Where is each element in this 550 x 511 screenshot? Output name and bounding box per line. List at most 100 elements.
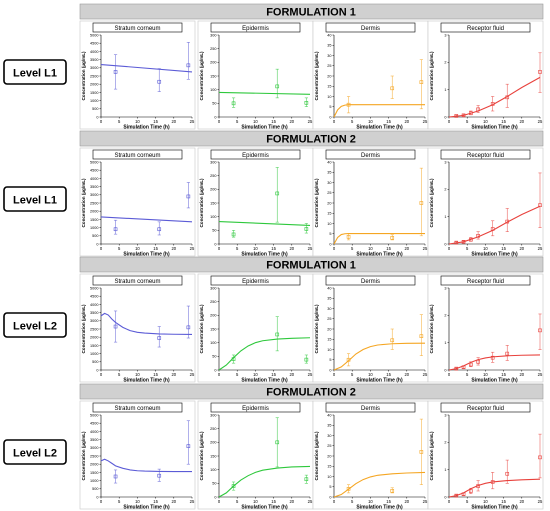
subplot-title-box xyxy=(92,275,183,286)
subplot-title: Dermis xyxy=(361,153,380,159)
x-tick-label: 10 xyxy=(253,499,258,504)
y-tick-label: 3000 xyxy=(90,446,98,450)
subplot-title: Stratum corneum xyxy=(114,153,160,159)
model-curve xyxy=(333,471,426,498)
y-tick-label: 3500 xyxy=(90,185,98,189)
level-box xyxy=(3,439,67,465)
y-tick-label: 10 xyxy=(327,222,331,226)
y-tick-label: 250 xyxy=(210,174,216,178)
x-tick-label: 5 xyxy=(466,246,469,251)
y-tick-label: 4500 xyxy=(90,295,98,299)
x-tick-label: 5 xyxy=(351,499,354,504)
observed-point xyxy=(490,480,495,484)
x-tick-label: 15 xyxy=(153,246,158,251)
observed-point xyxy=(490,355,495,360)
observed-point xyxy=(157,473,162,478)
x-axis-label: Simulation Time (h) xyxy=(356,505,403,511)
subplot-title: Epidermis xyxy=(242,26,269,32)
y-tick-label: 30 xyxy=(327,54,331,58)
y-axis-label: Concentration (µg/mL) xyxy=(199,431,204,481)
observed-point xyxy=(461,365,466,370)
subplot-title-box xyxy=(440,22,531,33)
x-tick-label: 0 xyxy=(218,246,221,251)
x-tick-label: 20 xyxy=(404,246,409,251)
y-tick-label: 1500 xyxy=(90,471,98,475)
x-tick-label: 25 xyxy=(190,246,195,251)
subplot-title-box xyxy=(325,402,416,413)
formulation-title: FORMULATION 1 xyxy=(266,260,356,272)
x-tick-label: 0 xyxy=(218,119,221,124)
y-axis-label: Concentration (µg/mL) xyxy=(199,178,204,228)
formulation-title: FORMULATION 2 xyxy=(266,387,356,399)
y-axis-label: Concentration (µg/mL) xyxy=(429,431,434,481)
x-tick-label: 20 xyxy=(404,372,409,377)
x-tick-label: 0 xyxy=(218,372,221,377)
subplot-title: Stratum corneum xyxy=(114,279,160,285)
y-tick-label: 2 xyxy=(444,441,446,445)
x-tick-label: 10 xyxy=(483,499,488,504)
y-tick-label: 0 xyxy=(214,495,216,499)
y-tick-label: 4500 xyxy=(90,42,98,46)
y-tick-label: 15 xyxy=(327,85,331,89)
subplot-dermis: Dermis 0 5 10 15 20 25 30 35 40 0 5 10 15 20 25 Simulati… xyxy=(312,20,429,131)
model-curve xyxy=(100,458,192,473)
x-axis-label: Simulation Time (h) xyxy=(241,378,288,384)
observed-point xyxy=(469,489,473,493)
observed-point xyxy=(454,366,459,371)
model-curve xyxy=(333,342,426,371)
observed-point xyxy=(476,484,480,488)
y-tick-label: 1500 xyxy=(90,218,98,222)
subplot-title: Receptor fluid xyxy=(467,279,504,285)
observed-point xyxy=(346,486,351,491)
x-tick-label: 20 xyxy=(171,246,176,251)
subplot-frame xyxy=(427,400,544,510)
x-tick-label: 5 xyxy=(236,499,239,504)
y-tick-label: 4000 xyxy=(90,50,98,54)
y-tick-label: 2500 xyxy=(90,74,98,78)
y-tick-label: 1000 xyxy=(90,352,98,356)
x-tick-label: 25 xyxy=(190,372,195,377)
y-tick-label: 300 xyxy=(210,413,216,417)
y-tick-label: 2000 xyxy=(90,83,98,87)
x-tick-label: 15 xyxy=(271,119,276,124)
observed-point xyxy=(113,227,118,232)
observed-point xyxy=(157,336,162,340)
y-tick-label: 20 xyxy=(327,201,331,205)
y-tick-label: 20 xyxy=(327,454,331,458)
model-curve xyxy=(448,354,541,371)
y-tick-label: 2500 xyxy=(90,327,98,331)
x-tick-label: 15 xyxy=(271,499,276,504)
subplot-title: Receptor fluid xyxy=(467,406,504,412)
x-tick-label: 25 xyxy=(423,119,428,124)
y-tick-label: 5 xyxy=(329,232,331,236)
x-tick-label: 0 xyxy=(100,246,103,251)
subplot-stratum-corneum: Stratum corneum 0 500 1000 1500 2000 2500 3000 3… xyxy=(79,20,196,131)
y-tick-label: 150 xyxy=(210,74,216,78)
y-tick-label: 4500 xyxy=(90,169,98,173)
y-axis-label: Concentration (µg/mL) xyxy=(314,304,319,354)
y-tick-label: 40 xyxy=(327,33,331,37)
model-curve xyxy=(333,232,425,245)
y-tick-label: 25 xyxy=(327,191,331,195)
y-tick-label: 10 xyxy=(327,95,331,99)
subplot-epidermis: Epidermis 0 50 100 150 200 250 300 0 5 10 15 20 25 Sim… xyxy=(197,400,314,511)
y-axis-label: Concentration (µg/mL) xyxy=(314,178,319,228)
x-tick-label: 10 xyxy=(483,119,488,124)
x-tick-label: 0 xyxy=(448,246,451,251)
subplot-frame xyxy=(197,273,314,383)
observed-point xyxy=(186,444,191,448)
x-axis-label: Simulation Time (h) xyxy=(356,378,403,384)
observed-point xyxy=(113,474,118,479)
x-tick-label: 25 xyxy=(538,499,543,504)
subplot-title: Stratum corneum xyxy=(114,406,160,412)
model-curve xyxy=(448,478,541,498)
observed-point xyxy=(390,236,395,240)
y-tick-label: 25 xyxy=(327,317,331,321)
x-tick-label: 15 xyxy=(153,119,158,124)
subplot-stratum-corneum: Stratum corneum 0 500 1000 1500 2000 2500 3000 3… xyxy=(79,273,196,384)
observed-point xyxy=(390,338,395,343)
y-tick-label: 100 xyxy=(210,341,216,345)
subplot-frame xyxy=(79,273,196,383)
